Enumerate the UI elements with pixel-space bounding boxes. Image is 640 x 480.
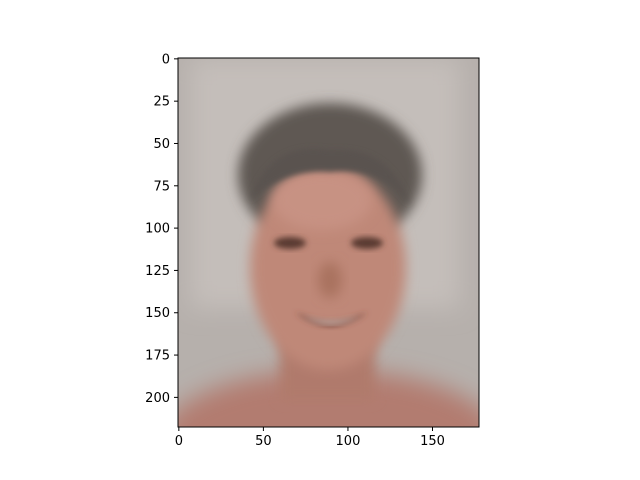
x-tick-label: 50 <box>255 434 272 449</box>
forehead <box>272 170 372 230</box>
hair-fringe <box>250 148 410 205</box>
x-tick-label: 100 <box>336 434 361 449</box>
y-tick-label: 125 <box>145 264 170 279</box>
x-tick-label: 0 <box>175 434 183 449</box>
y-tick-label: 0 <box>162 52 170 67</box>
plot-area <box>177 57 480 428</box>
y-tick-label: 100 <box>145 222 170 237</box>
x-tick-label: 150 <box>420 434 445 449</box>
axes-frame <box>177 57 480 428</box>
y-tick-label: 25 <box>153 95 170 110</box>
y-axis: 0 25 50 75 100 125 150 175 200 <box>145 52 178 406</box>
nose-shadow <box>318 262 342 298</box>
smile <box>295 312 368 326</box>
y-tick-label: 200 <box>145 391 170 406</box>
y-tick-label: 75 <box>153 179 170 194</box>
y-tick-label: 150 <box>145 306 170 321</box>
right-eye <box>351 237 383 249</box>
x-axis: 0 50 100 150 <box>175 427 445 449</box>
teeth <box>303 316 360 324</box>
y-tick-label: 175 <box>145 349 170 364</box>
y-tick-label: 50 <box>153 137 170 152</box>
left-eye <box>274 237 306 249</box>
face-image <box>178 58 479 427</box>
